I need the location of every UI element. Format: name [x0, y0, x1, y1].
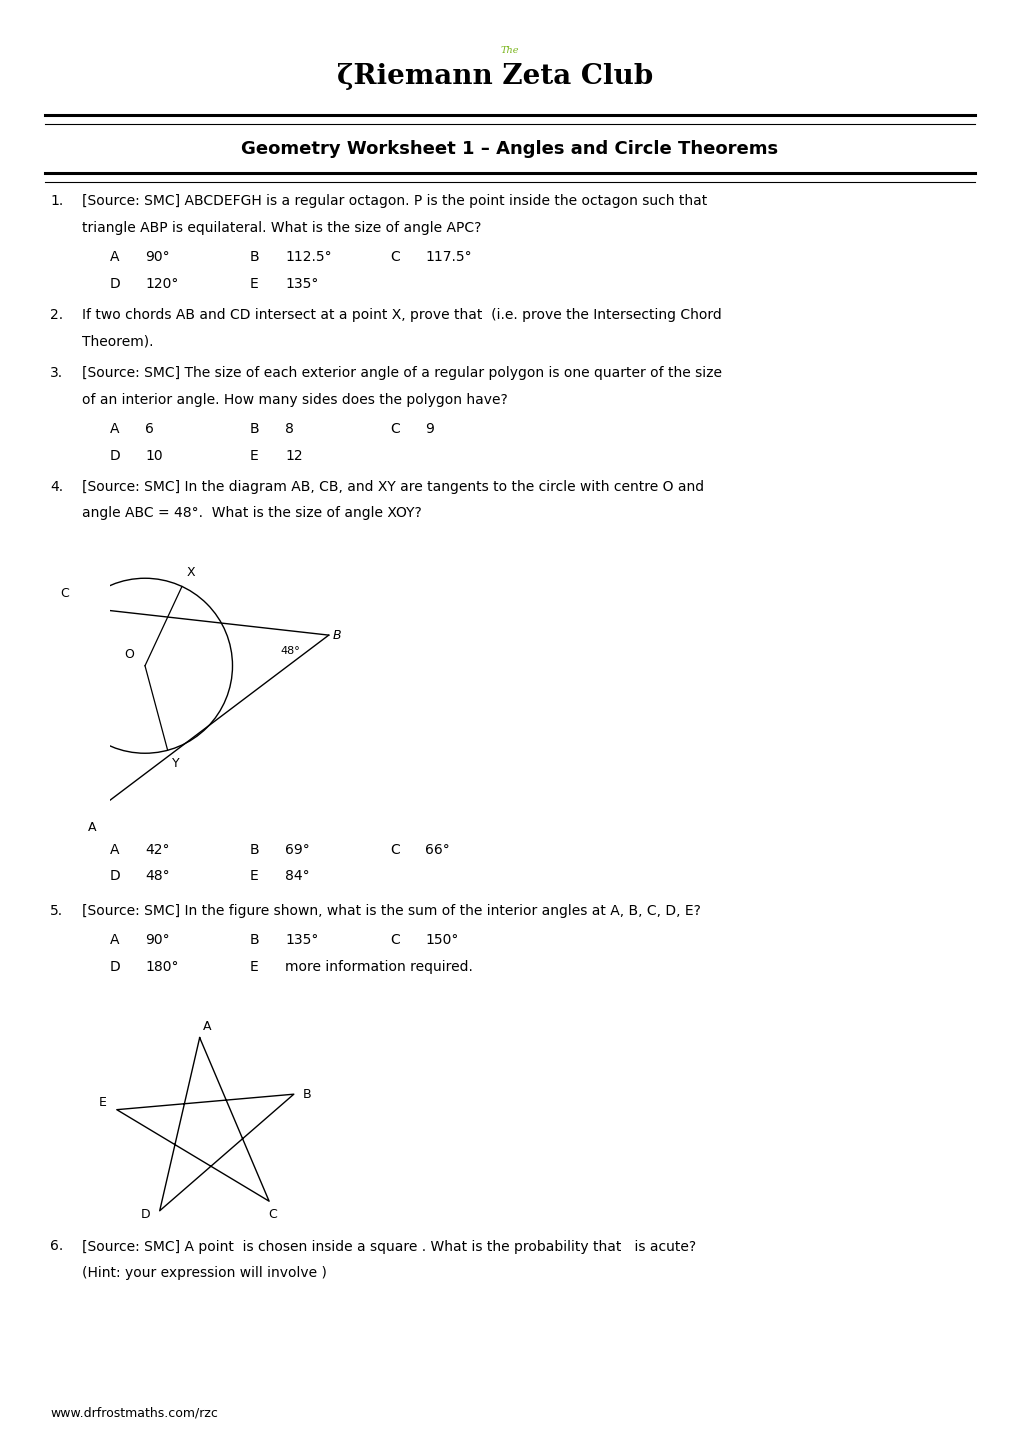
Text: 10: 10	[145, 449, 162, 463]
Text: 42°: 42°	[145, 843, 169, 857]
Text: 4.: 4.	[50, 481, 63, 494]
Text: X: X	[186, 567, 195, 580]
Text: 112.5°: 112.5°	[284, 250, 331, 264]
Text: 117.5°: 117.5°	[425, 250, 471, 264]
Text: Geometry Worksheet 1 – Angles and Circle Theorems: Geometry Worksheet 1 – Angles and Circle…	[242, 140, 777, 157]
Text: 12: 12	[284, 449, 303, 463]
Text: 48°: 48°	[145, 870, 169, 883]
Text: ζRiemann Zeta Club: ζRiemann Zeta Club	[336, 63, 652, 89]
Text: C: C	[61, 587, 69, 600]
Text: www.drfrostmaths.com/rzc: www.drfrostmaths.com/rzc	[50, 1407, 218, 1420]
Text: 120°: 120°	[145, 277, 178, 290]
Text: D: D	[110, 277, 120, 290]
Text: 84°: 84°	[284, 870, 310, 883]
Text: E: E	[250, 870, 259, 883]
Text: A: A	[89, 821, 97, 834]
Text: B: B	[250, 421, 260, 436]
Text: A: A	[110, 421, 119, 436]
Text: 8: 8	[284, 421, 293, 436]
Text: 135°: 135°	[284, 934, 318, 948]
Text: 48°: 48°	[280, 646, 300, 657]
Text: 90°: 90°	[145, 934, 169, 948]
Text: C: C	[268, 1208, 277, 1221]
Text: 1.: 1.	[50, 193, 63, 208]
Text: [Source: SMC] In the figure shown, what is the sum of the interior angles at A, : [Source: SMC] In the figure shown, what …	[82, 903, 700, 918]
Text: 90°: 90°	[145, 250, 169, 264]
Text: C: C	[389, 934, 399, 948]
Text: [Source: SMC] A point  is chosen inside a square . What is the probability that : [Source: SMC] A point is chosen inside a…	[82, 1240, 695, 1254]
Text: B: B	[333, 629, 341, 642]
Text: A: A	[110, 934, 119, 948]
Text: Theorem).: Theorem).	[82, 335, 153, 349]
Text: D: D	[110, 960, 120, 974]
Text: A: A	[110, 250, 119, 264]
Text: B: B	[250, 843, 260, 857]
Text: 6: 6	[145, 421, 154, 436]
Text: A: A	[110, 843, 119, 857]
Text: angle ABC = 48°.  What is the size of angle XOY?: angle ABC = 48°. What is the size of ang…	[82, 506, 421, 521]
Text: 69°: 69°	[284, 843, 310, 857]
Text: more information required.: more information required.	[284, 960, 473, 974]
Text: 66°: 66°	[425, 843, 449, 857]
Text: B: B	[250, 250, 260, 264]
Text: C: C	[389, 250, 399, 264]
Text: E: E	[250, 277, 259, 290]
Text: Y: Y	[172, 758, 179, 771]
Text: 150°: 150°	[425, 934, 458, 948]
Text: C: C	[389, 843, 399, 857]
Text: 3.: 3.	[50, 367, 63, 380]
Text: E: E	[250, 960, 259, 974]
Text: 135°: 135°	[284, 277, 318, 290]
Text: D: D	[110, 870, 120, 883]
Text: E: E	[250, 449, 259, 463]
Text: B: B	[303, 1088, 311, 1101]
Text: D: D	[110, 449, 120, 463]
Text: [Source: SMC] The size of each exterior angle of a regular polygon is one quarte: [Source: SMC] The size of each exterior …	[82, 367, 721, 380]
Text: triangle ABP is equilateral. What is the size of angle APC?: triangle ABP is equilateral. What is the…	[82, 221, 481, 235]
Text: The: The	[500, 46, 519, 55]
Text: 180°: 180°	[145, 960, 178, 974]
Text: 2.: 2.	[50, 307, 63, 322]
Text: 5.: 5.	[50, 903, 63, 918]
Text: B: B	[250, 934, 260, 948]
Text: D: D	[141, 1208, 150, 1221]
Text: 6.: 6.	[50, 1240, 63, 1254]
Text: (Hint: your expression will involve ): (Hint: your expression will involve )	[82, 1266, 326, 1280]
Text: E: E	[99, 1097, 106, 1110]
Text: 9: 9	[425, 421, 433, 436]
Text: If two chords AB and CD intersect at a point X, prove that  (i.e. prove the Inte: If two chords AB and CD intersect at a p…	[82, 307, 721, 322]
Text: O: O	[124, 648, 135, 661]
Text: [Source: SMC] ABCDEFGH is a regular octagon. P is the point inside the octagon s: [Source: SMC] ABCDEFGH is a regular octa…	[82, 193, 706, 208]
Text: A: A	[203, 1020, 211, 1033]
Text: [Source: SMC] In the diagram AB, CB, and XY are tangents to the circle with cent: [Source: SMC] In the diagram AB, CB, and…	[82, 481, 703, 494]
Text: C: C	[389, 421, 399, 436]
Text: of an interior angle. How many sides does the polygon have?: of an interior angle. How many sides doe…	[82, 392, 507, 407]
